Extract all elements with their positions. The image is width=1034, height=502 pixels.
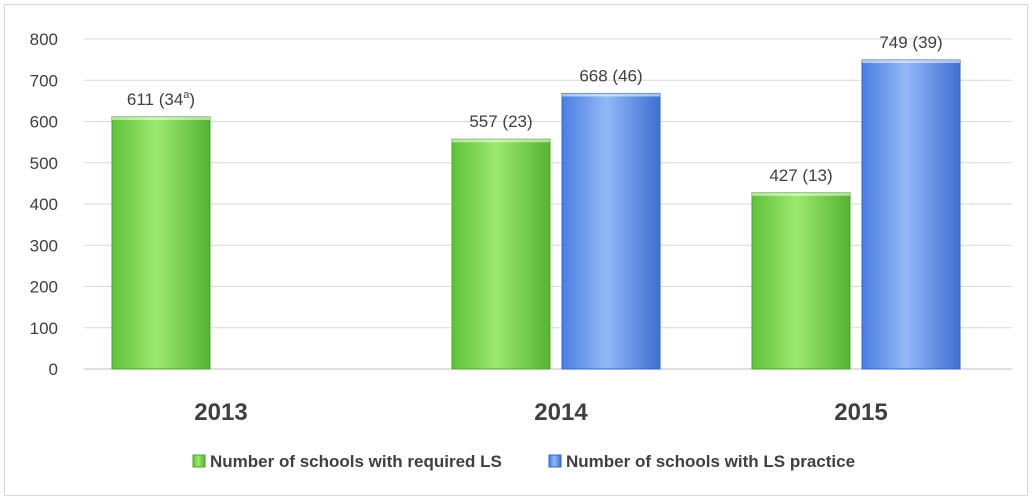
x-category-label-2015: 2015	[834, 399, 887, 426]
bar-highlight-2015-series-2	[862, 60, 960, 64]
x-axis: 2013 2014 2015	[194, 399, 887, 426]
bar-highlight-2015-series-1	[752, 192, 850, 196]
bar-highlight-2013-series-1	[112, 116, 210, 120]
y-axis: 0 100 200 300 400 500 600 700 800	[30, 30, 58, 379]
data-label-2014-series-2: 668 (46)	[579, 66, 642, 85]
legend-swatch-series-2	[548, 454, 562, 468]
y-tick-label-700: 700	[30, 71, 58, 90]
x-category-label-2014: 2014	[534, 399, 588, 426]
bar-2013-series-1	[111, 116, 211, 370]
y-tick-label-600: 600	[30, 113, 58, 132]
bar-2015-series-2	[861, 59, 961, 370]
data-label-2013-series-1: 611 (34a)	[127, 89, 195, 109]
legend: Number of schools with required LS Number…	[192, 452, 855, 471]
data-label-2015-series-1: 427 (13)	[769, 166, 832, 185]
y-tick-label-800: 800	[30, 30, 58, 49]
legend-item-series-2: Number of schools with LS practice	[548, 452, 855, 471]
y-tick-label-200: 200	[30, 278, 58, 297]
bar-2014-series-1	[451, 138, 551, 370]
bar-highlight-2014-series-2	[562, 93, 660, 97]
data-label-2015-series-2: 749 (39)	[879, 33, 942, 52]
bar-highlight-2014-series-1	[452, 139, 550, 143]
bar-2015-series-1	[751, 192, 851, 370]
bars	[111, 59, 961, 370]
legend-item-series-1: Number of schools with required LS	[192, 452, 502, 471]
bar-2014-series-2	[561, 92, 661, 370]
legend-label-series-1: Number of schools with required LS	[210, 452, 502, 471]
y-tick-label-400: 400	[30, 195, 58, 214]
data-labels: 611 (34a) 557 (23) 427 (13) 668 (46) 749 (39…	[127, 33, 943, 185]
y-tick-label-0: 0	[49, 360, 58, 379]
y-tick-label-100: 100	[30, 319, 58, 338]
x-category-label-2013: 2013	[194, 399, 247, 426]
y-tick-label-500: 500	[30, 154, 58, 173]
data-label-2014-series-1: 557 (23)	[469, 112, 532, 131]
legend-swatch-series-1	[192, 454, 206, 468]
y-tick-label-300: 300	[30, 236, 58, 255]
legend-label-series-2: Number of schools with LS practice	[566, 452, 855, 471]
